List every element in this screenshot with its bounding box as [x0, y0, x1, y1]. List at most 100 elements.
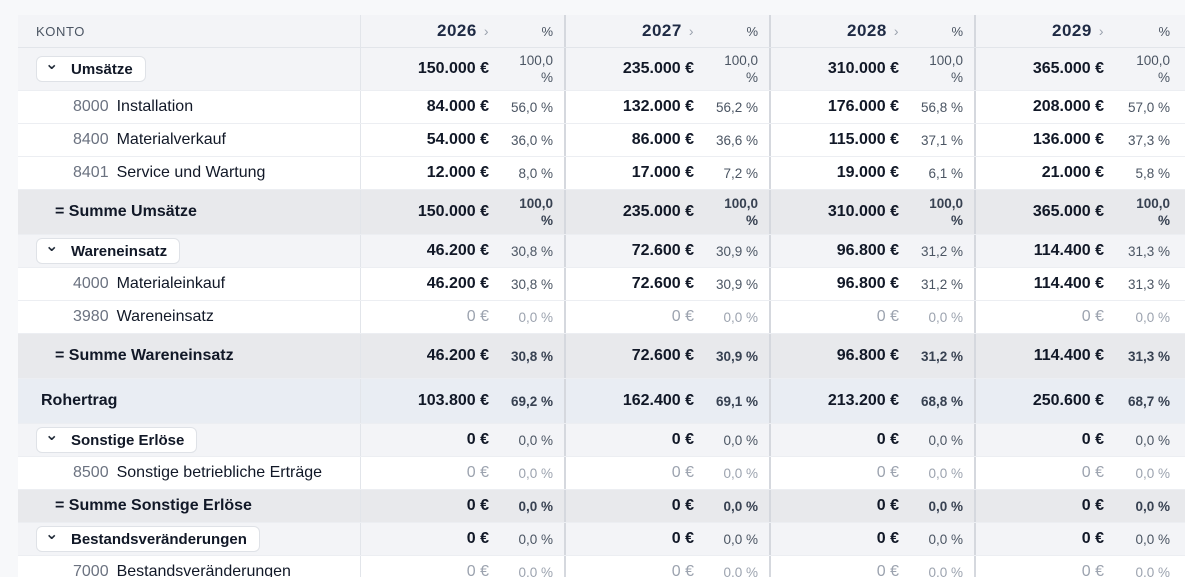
- percent-text: 0,0 %: [723, 432, 758, 448]
- table-header: KONTO 2026 › % 2027 › % 2028 › % 2029 › %: [18, 15, 1185, 48]
- group-toggle-button[interactable]: ⌄ Bestandsveränderungen: [36, 526, 260, 552]
- percent-cell: 0,0 %: [1104, 490, 1181, 522]
- group-toggle-button[interactable]: ⌄ Umsätze: [36, 56, 146, 82]
- konto-header-label: KONTO: [36, 23, 85, 39]
- year-header-2026[interactable]: 2026 ›: [361, 15, 489, 47]
- group-row[interactable]: ⌄ Sonstige Erlöse 0 € 0,0 % 0 € 0,0 % 0 € 0,0 %…: [18, 424, 1185, 457]
- chevron-down-icon: ⌄: [45, 238, 59, 255]
- group-toggle-button[interactable]: ⌄ Sonstige Erlöse: [36, 427, 198, 453]
- value-cell: 46.200 €: [361, 235, 489, 267]
- value-text: 115.000 €: [828, 131, 899, 148]
- value-text: 0 €: [1081, 431, 1104, 448]
- value-cell: 310.000 €: [771, 190, 899, 234]
- percent-text: 31,3 %: [1127, 243, 1170, 259]
- value-cell: 72.600 €: [566, 235, 694, 267]
- table-body: ⌄ Umsätze 150.000 € 100,0 % 235.000 € 100,0 %…: [18, 48, 1185, 577]
- value-cell: 0 €: [566, 490, 694, 522]
- value-text: 0 €: [466, 497, 489, 514]
- value-text: 72.600 €: [631, 242, 694, 259]
- year-header-2028[interactable]: 2028 ›: [771, 15, 899, 47]
- percent-cell: 0,0 %: [899, 556, 976, 577]
- value-text: 365.000 €: [1032, 203, 1104, 220]
- row-label-cell: 7000 Bestandsveränderungen: [18, 556, 361, 577]
- pct-header-label: %: [1158, 23, 1170, 39]
- pct-header-label: %: [541, 23, 553, 39]
- value-cell: 0 €: [771, 490, 899, 522]
- percent-text: 0,0 %: [1135, 498, 1170, 514]
- value-cell: 150.000 €: [361, 48, 489, 90]
- percent-text: 31,3 %: [1127, 348, 1170, 364]
- value-cell: 132.000 €: [566, 91, 694, 123]
- value-text: 72.600 €: [631, 275, 694, 292]
- value-text: 250.600 €: [1032, 392, 1104, 409]
- percent-cell: 31,2 %: [899, 334, 976, 378]
- percent-cell: 0,0 %: [1104, 457, 1181, 489]
- percent-cell: 31,3 %: [1104, 268, 1181, 300]
- group-row[interactable]: ⌄ Wareneinsatz 46.200 € 30,8 % 72.600 € 30,9 …: [18, 235, 1185, 268]
- percent-cell: 0,0 %: [899, 301, 976, 333]
- chevron-right-icon: ›: [893, 23, 899, 39]
- value-cell: 176.000 €: [771, 91, 899, 123]
- percent-text: 56,2 %: [715, 99, 758, 115]
- value-cell: 86.000 €: [566, 124, 694, 156]
- group-row[interactable]: ⌄ Bestandsveränderungen 0 € 0,0 % 0 € 0,0 % 0 …: [18, 523, 1185, 556]
- account-number: 8500: [73, 464, 109, 481]
- value-cell: 96.800 €: [771, 268, 899, 300]
- account-name: Wareneinsatz: [116, 308, 214, 325]
- percent-cell: 30,8 %: [489, 235, 566, 267]
- table-row: 8400 Materialverkauf 54.000 € 36,0 % 86.000 …: [18, 124, 1185, 157]
- account-label: 3980 Wareneinsatz: [36, 308, 214, 326]
- percent-text: 100,0 %: [929, 196, 963, 228]
- percent-text: 7,2 %: [723, 165, 758, 181]
- table-row: 3980 Wareneinsatz 0 € 0,0 % 0 € 0,0 % 0 € 0,0 %…: [18, 301, 1185, 334]
- group-toggle-button[interactable]: ⌄ Wareneinsatz: [36, 238, 181, 264]
- percent-cell: 0,0 %: [489, 424, 566, 456]
- value-text: 0 €: [1081, 497, 1104, 514]
- group-row[interactable]: ⌄ Umsätze 150.000 € 100,0 % 235.000 € 100,0 %…: [18, 48, 1185, 91]
- value-text: 17.000 €: [631, 164, 694, 181]
- account-number: 8400: [73, 131, 109, 148]
- row-label-cell: = Summe Sonstige Erlöse: [18, 490, 361, 522]
- value-cell: 235.000 €: [566, 48, 694, 90]
- percent-cell: 0,0 %: [1104, 523, 1181, 555]
- value-text: 132.000 €: [622, 98, 694, 115]
- value-cell: 17.000 €: [566, 157, 694, 189]
- value-cell: 84.000 €: [361, 91, 489, 123]
- value-cell: 0 €: [976, 490, 1104, 522]
- percent-cell: 100,0 %: [489, 48, 566, 90]
- value-text: 86.000 €: [631, 131, 694, 148]
- chevron-down-icon: ⌄: [45, 56, 59, 73]
- row-label-cell: 8500 Sonstige betriebliche Erträge: [18, 457, 361, 489]
- value-text: 114.400 €: [1033, 242, 1104, 259]
- value-text: 310.000 €: [827, 60, 899, 77]
- sum-label: = Summe Sonstige Erlöse: [55, 497, 252, 514]
- percent-text: 0,0 %: [518, 564, 553, 577]
- value-text: 103.800 €: [417, 392, 489, 409]
- year-label: 2029: [1052, 21, 1092, 40]
- row-label-cell: = Summe Umsätze: [18, 190, 361, 234]
- value-cell: 0 €: [361, 424, 489, 456]
- value-cell: 103.800 €: [361, 379, 489, 423]
- value-text: 0 €: [1081, 464, 1104, 481]
- row-label-cell: 3980 Wareneinsatz: [18, 301, 361, 333]
- account-name: Materialeinkauf: [116, 275, 226, 292]
- table-row: 7000 Bestandsveränderungen 0 € 0,0 % 0 € 0,0 …: [18, 556, 1185, 577]
- percent-text: 100,0 %: [724, 196, 758, 228]
- year-header-2029[interactable]: 2029 ›: [976, 15, 1104, 47]
- value-text: 0 €: [671, 464, 694, 481]
- percent-cell: 0,0 %: [1104, 424, 1181, 456]
- year-header-2027[interactable]: 2027 ›: [566, 15, 694, 47]
- year-label: 2026: [437, 21, 477, 40]
- row-label-cell: 4000 Materialeinkauf: [18, 268, 361, 300]
- value-cell: 0 €: [771, 424, 899, 456]
- percent-cell: 8,0 %: [489, 157, 566, 189]
- value-text: 213.200 €: [827, 392, 899, 409]
- percent-cell: 36,0 %: [489, 124, 566, 156]
- value-cell: 72.600 €: [566, 334, 694, 378]
- value-text: 235.000 €: [622, 203, 694, 220]
- sum-row: = Summe Sonstige Erlöse 0 € 0,0 % 0 € 0,0 % 0…: [18, 490, 1185, 523]
- value-cell: 0 €: [976, 523, 1104, 555]
- value-text: 72.600 €: [631, 347, 694, 364]
- value-text: 0 €: [1081, 530, 1104, 547]
- row-label-cell: ⌄ Wareneinsatz: [18, 235, 361, 267]
